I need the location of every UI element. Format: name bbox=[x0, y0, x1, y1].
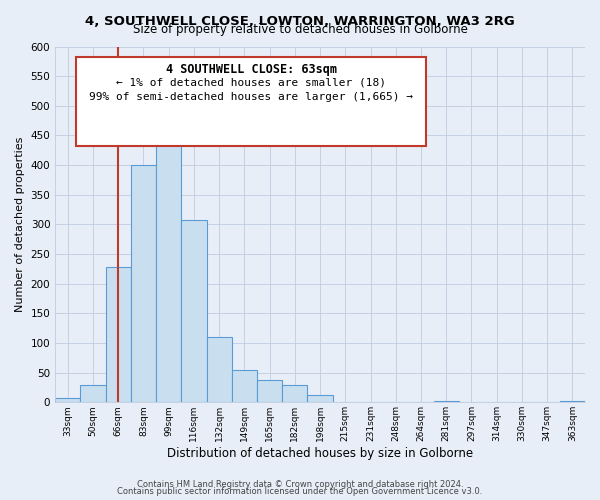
Text: ← 1% of detached houses are smaller (18): ← 1% of detached houses are smaller (18) bbox=[116, 78, 386, 88]
X-axis label: Distribution of detached houses by size in Golborne: Distribution of detached houses by size … bbox=[167, 447, 473, 460]
Bar bbox=[560, 401, 585, 402]
Text: 4 SOUTHWELL CLOSE: 63sqm: 4 SOUTHWELL CLOSE: 63sqm bbox=[166, 62, 337, 76]
Bar bbox=[434, 401, 459, 402]
Y-axis label: Number of detached properties: Number of detached properties bbox=[15, 136, 25, 312]
Bar bbox=[181, 220, 206, 402]
Bar bbox=[232, 370, 257, 402]
Bar bbox=[106, 267, 131, 402]
Bar bbox=[55, 398, 80, 402]
Text: Contains public sector information licensed under the Open Government Licence v3: Contains public sector information licen… bbox=[118, 487, 482, 496]
Bar bbox=[282, 385, 307, 402]
Bar bbox=[131, 164, 156, 402]
Text: Contains HM Land Registry data © Crown copyright and database right 2024.: Contains HM Land Registry data © Crown c… bbox=[137, 480, 463, 489]
Bar bbox=[80, 384, 106, 402]
Bar bbox=[257, 380, 282, 402]
Bar bbox=[307, 394, 332, 402]
FancyBboxPatch shape bbox=[76, 57, 426, 146]
Text: Size of property relative to detached houses in Golborne: Size of property relative to detached ho… bbox=[133, 22, 467, 36]
Bar bbox=[206, 337, 232, 402]
Text: 99% of semi-detached houses are larger (1,665) →: 99% of semi-detached houses are larger (… bbox=[89, 92, 413, 102]
Bar bbox=[156, 128, 181, 402]
Text: 4, SOUTHWELL CLOSE, LOWTON, WARRINGTON, WA3 2RG: 4, SOUTHWELL CLOSE, LOWTON, WARRINGTON, … bbox=[85, 15, 515, 28]
